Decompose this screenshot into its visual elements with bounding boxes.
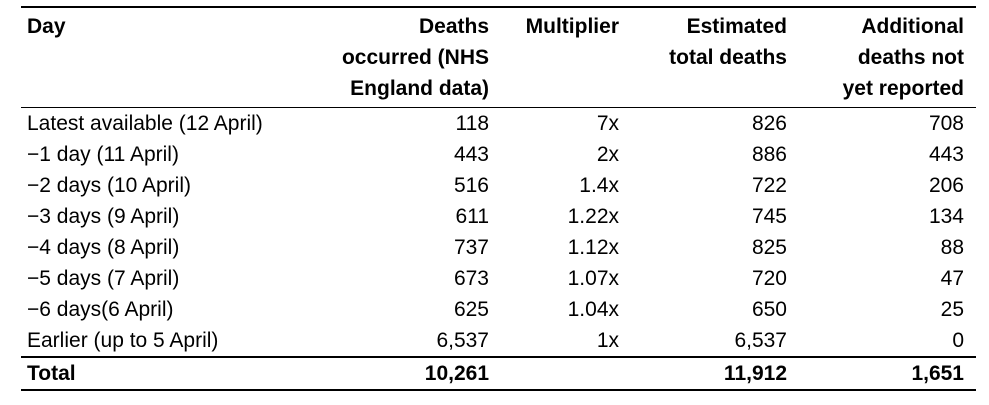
total-additional: 1,651: [911, 362, 964, 385]
header-row: Day Deaths occurred (NHS England data) M…: [21, 7, 976, 108]
header-deaths-line-2: occurred (NHS: [341, 46, 489, 69]
cell-day: Latest available (12 April): [27, 112, 263, 135]
cell-estimated: 650: [751, 298, 787, 321]
header-additional-line-1: Additional: [861, 15, 964, 38]
header-deaths-line-3: England data): [350, 77, 489, 100]
cell-estimated: 6,537: [734, 329, 787, 352]
table-row: −6 days(6 April) 625 1.04x 650 25: [21, 294, 976, 325]
total-multiplier: [501, 357, 631, 390]
cell-deaths: 118: [455, 112, 489, 135]
table-footer: Total 10,261 11,912 1,651: [21, 357, 976, 390]
cell-day: Earlier (up to 5 April): [27, 329, 219, 352]
cell-additional: 443: [928, 143, 964, 166]
table-row: −2 days (10 April) 516 1.4x 722 206: [21, 170, 976, 201]
cell-multiplier: 1.07x: [567, 267, 619, 290]
cell-multiplier: 2x: [596, 143, 619, 166]
cell-deaths: 737: [453, 236, 489, 259]
cell-estimated: 826: [751, 112, 787, 135]
table-row: −1 day (11 April) 443 2x 886 443: [21, 139, 976, 170]
cell-deaths: 443: [453, 143, 489, 166]
header-multiplier-line: Multiplier: [525, 15, 619, 38]
cell-estimated: 886: [751, 143, 787, 166]
cell-additional: 708: [928, 112, 964, 135]
cell-additional: 134: [928, 205, 964, 228]
cell-day: −2 days (10 April): [27, 174, 192, 197]
total-estimated: 11,912: [723, 362, 787, 385]
cell-deaths: 516: [453, 174, 489, 197]
cell-multiplier: 1.4x: [579, 174, 619, 197]
table-row: −4 days (8 April) 737 1.12x 825 88: [21, 232, 976, 263]
total-row: Total 10,261 11,912 1,651: [21, 357, 976, 390]
cell-day: −3 days (9 April): [27, 205, 180, 228]
cell-additional: 0: [952, 329, 964, 352]
cell-deaths: 625: [453, 298, 489, 321]
cell-additional: 88: [940, 236, 964, 259]
header-multiplier: Multiplier: [501, 7, 631, 108]
table-row: Earlier (up to 5 April) 6,537 1x 6,537 0: [21, 325, 976, 357]
table-row: Latest available (12 April) 118 7x 826 7…: [21, 108, 976, 140]
cell-day: −1 day (11 April): [27, 143, 179, 166]
cell-multiplier: 1.12x: [567, 236, 619, 259]
header-day-line: Day: [27, 15, 66, 38]
cell-deaths: 673: [453, 267, 489, 290]
header-day: Day: [21, 7, 311, 108]
cell-additional: 47: [940, 267, 964, 290]
cell-day: −5 days (7 April): [27, 267, 180, 290]
cell-day: −6 days(6 April): [27, 298, 174, 321]
cell-additional: 25: [940, 298, 964, 321]
table-row: −3 days (9 April) 611 1.22x 745 134: [21, 201, 976, 232]
header-additional-line-2: deaths not: [857, 46, 964, 69]
cell-multiplier: 1.04x: [567, 298, 619, 321]
cell-estimated: 722: [751, 174, 787, 197]
table-header: Day Deaths occurred (NHS England data) M…: [21, 7, 976, 108]
cell-multiplier: 7x: [596, 112, 619, 135]
cell-deaths: 6,537: [436, 329, 489, 352]
cell-multiplier: 1x: [596, 329, 619, 352]
deaths-estimate-table: Day Deaths occurred (NHS England data) M…: [21, 6, 976, 391]
header-estimated-line-2: total deaths: [669, 46, 787, 69]
cell-deaths: 611: [455, 205, 489, 228]
header-additional-deaths: Additional deaths not yet reported: [799, 7, 976, 108]
cell-estimated: 745: [751, 205, 787, 228]
total-label: Total: [27, 362, 76, 385]
cell-multiplier: 1.22x: [567, 205, 619, 228]
table-body: Latest available (12 April) 118 7x 826 7…: [21, 108, 976, 358]
header-deaths-line-1: Deaths: [418, 15, 489, 38]
cell-day: −4 days (8 April): [27, 236, 180, 259]
header-estimated-total: Estimated total deaths: [631, 7, 799, 108]
table-row: −5 days (7 April) 673 1.07x 720 47: [21, 263, 976, 294]
cell-additional: 206: [928, 174, 964, 197]
header-deaths-occurred: Deaths occurred (NHS England data): [311, 7, 501, 108]
total-deaths: 10,261: [424, 362, 489, 385]
cell-estimated: 825: [751, 236, 787, 259]
header-additional-line-3: yet reported: [842, 77, 964, 100]
header-estimated-line-1: Estimated: [686, 15, 787, 38]
cell-estimated: 720: [751, 267, 787, 290]
